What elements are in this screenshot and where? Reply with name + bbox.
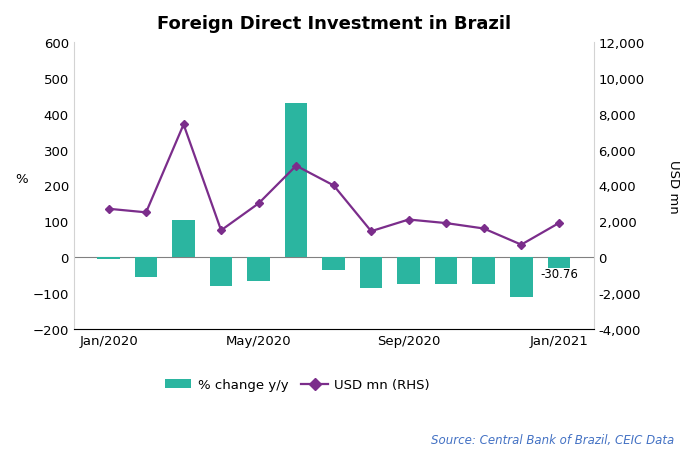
Title: Foreign Direct Investment in Brazil: Foreign Direct Investment in Brazil bbox=[156, 15, 511, 33]
Bar bbox=[360, 258, 382, 288]
USD mn (RHS) bbox=[329, 183, 338, 189]
Bar bbox=[510, 258, 532, 297]
USD mn (RHS) bbox=[104, 207, 113, 212]
Line: USD mn (RHS): USD mn (RHS) bbox=[106, 122, 562, 248]
Text: Source: Central Bank of Brazil, CEIC Data: Source: Central Bank of Brazil, CEIC Dat… bbox=[431, 433, 674, 446]
Bar bbox=[285, 104, 307, 258]
USD mn (RHS) bbox=[480, 226, 488, 232]
Bar bbox=[435, 258, 457, 285]
Bar bbox=[172, 220, 195, 258]
USD mn (RHS) bbox=[142, 210, 150, 216]
Bar bbox=[247, 258, 270, 281]
USD mn (RHS) bbox=[367, 229, 375, 235]
USD mn (RHS) bbox=[442, 221, 450, 226]
USD mn (RHS) bbox=[517, 242, 525, 248]
USD mn (RHS) bbox=[292, 164, 300, 169]
Legend: % change y/y, USD mn (RHS): % change y/y, USD mn (RHS) bbox=[159, 373, 435, 396]
Bar bbox=[548, 258, 570, 269]
Y-axis label: USD mn: USD mn bbox=[667, 159, 680, 213]
Bar bbox=[210, 258, 232, 286]
Bar bbox=[398, 258, 420, 285]
Y-axis label: %: % bbox=[15, 173, 28, 186]
USD mn (RHS) bbox=[555, 221, 563, 226]
USD mn (RHS) bbox=[404, 217, 413, 223]
Bar bbox=[322, 258, 345, 270]
Text: -30.76: -30.76 bbox=[540, 267, 578, 281]
USD mn (RHS) bbox=[179, 122, 188, 128]
USD mn (RHS) bbox=[254, 201, 263, 207]
USD mn (RHS) bbox=[217, 228, 225, 234]
Bar bbox=[473, 258, 495, 285]
Bar bbox=[135, 258, 157, 277]
Bar bbox=[97, 258, 120, 259]
